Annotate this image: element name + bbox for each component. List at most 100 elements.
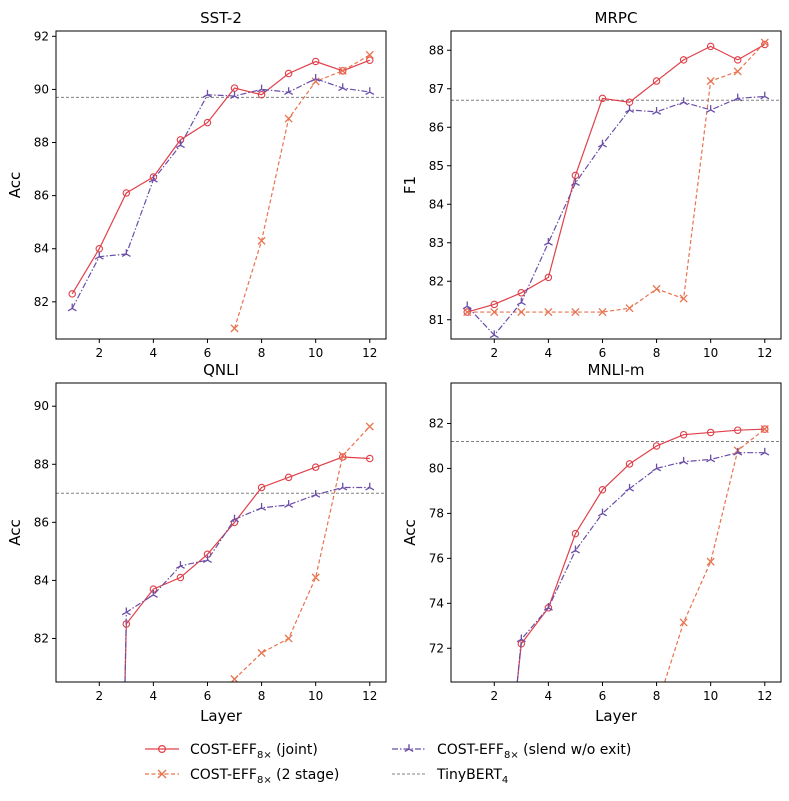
x-tick-label: 8 — [653, 689, 661, 703]
data-point — [706, 428, 715, 437]
y-tick-label: 80 — [429, 461, 444, 475]
legend-marker-joint — [158, 744, 167, 753]
chart-title: QNLI — [203, 361, 239, 379]
legend-label-slend: COST-EFF8× (slend w/o exit) — [437, 742, 631, 761]
legend-marker-slend — [404, 744, 414, 753]
data-point — [311, 573, 320, 582]
x-tick-label: 6 — [204, 346, 212, 360]
y-tick-label: 82 — [429, 274, 444, 288]
data-point — [365, 50, 374, 59]
y-axis-label: F1 — [401, 176, 419, 194]
data-point — [652, 77, 661, 85]
data-point — [706, 76, 715, 86]
legend-item-joint: COST-EFF8× (joint) — [145, 742, 318, 761]
y-tick-label: 83 — [429, 236, 444, 250]
data-point — [544, 273, 553, 282]
y-tick-label: 81 — [429, 313, 444, 327]
chart-panel-mnli-m: MNLI-m 2 4 6 8 10 12 72 74 76 78 80 82 Acc Layer — [401, 361, 782, 725]
data-point — [257, 84, 267, 93]
data-point — [202, 89, 212, 98]
data-point — [597, 139, 607, 148]
data-point — [338, 453, 347, 461]
chart-panel-mrpc: MRPC 2 4 6 8 10 12 81 82 83 84 85 86 87 88 F1 — [401, 9, 782, 360]
series-slend — [516, 447, 770, 682]
data-point — [490, 300, 499, 309]
x-tick-label: 6 — [599, 689, 607, 703]
y-tick-label: 84 — [429, 197, 444, 211]
series-slend — [462, 91, 770, 339]
data-point — [516, 297, 526, 306]
data-point — [598, 307, 607, 317]
data-point — [284, 500, 294, 508]
data-point — [284, 634, 293, 643]
x-tick-label: 4 — [545, 346, 553, 360]
data-point — [652, 463, 662, 472]
chart-panel-qnli: QNLI 2 4 6 8 10 12 82 84 86 88 90 Acc Layer — [6, 361, 387, 725]
data-point — [733, 56, 742, 64]
data-point — [175, 561, 185, 569]
series-line-slend — [466, 95, 765, 337]
data-point — [175, 140, 185, 149]
legend-item-two-stage: COST-EFF8× (2 stage) — [145, 767, 339, 786]
data-point — [338, 66, 347, 75]
plot-frame — [55, 382, 387, 683]
y-tick-label: 84 — [34, 242, 49, 256]
data-point — [679, 456, 689, 465]
series-line-two-stage — [233, 54, 371, 329]
data-point — [679, 430, 688, 439]
legend-item-slend: COST-EFF8× (slend w/o exit) — [392, 742, 631, 761]
data-point — [571, 307, 580, 317]
legend-label-joint: COST-EFF8× (joint) — [190, 742, 318, 761]
series-line-slend — [124, 486, 370, 682]
series-slend — [67, 73, 375, 312]
data-point — [571, 529, 580, 538]
data-point — [517, 289, 526, 297]
series-line-slend — [71, 78, 370, 309]
data-point — [652, 107, 662, 115]
plot-frame — [450, 382, 782, 683]
data-point — [516, 634, 526, 643]
series-joint — [516, 425, 769, 682]
data-point — [122, 189, 131, 197]
x-tick-label: 2 — [490, 689, 498, 703]
data-point — [311, 73, 321, 82]
data-point — [679, 56, 688, 64]
series-line-two-stage — [467, 42, 766, 313]
x-tick-label: 12 — [757, 346, 772, 360]
y-tick-label: 88 — [34, 457, 49, 471]
series-joint — [463, 40, 769, 316]
data-point — [706, 557, 715, 566]
data-point — [338, 451, 347, 460]
x-tick-label: 4 — [150, 689, 158, 703]
data-point — [570, 545, 580, 554]
series-line-joint — [124, 456, 370, 682]
data-point — [311, 57, 320, 66]
data-point — [311, 489, 321, 498]
data-point — [202, 555, 212, 564]
y-tick-label: 86 — [429, 120, 444, 134]
legend-item-tinybert: TinyBERT4 — [392, 767, 508, 786]
legend-label-two-stage: COST-EFF8× (2 stage) — [190, 767, 339, 786]
data-point — [625, 105, 635, 113]
x-tick-label: 10 — [703, 689, 718, 703]
series-line-joint — [467, 43, 766, 313]
y-tick-label: 88 — [34, 136, 49, 150]
data-point — [625, 460, 634, 468]
data-point — [148, 174, 158, 183]
x-tick-label: 10 — [308, 689, 323, 703]
data-point — [284, 87, 294, 96]
y-tick-label: 92 — [34, 29, 49, 43]
data-point — [176, 573, 185, 582]
y-tick-label: 87 — [429, 82, 444, 96]
data-point — [517, 307, 526, 317]
y-tick-label: 86 — [34, 189, 49, 203]
data-point — [652, 284, 661, 294]
x-tick-label: 12 — [362, 689, 377, 703]
data-point — [94, 251, 104, 260]
data-point — [284, 69, 293, 78]
series-line-two-stage — [234, 426, 371, 680]
x-tick-label: 2 — [95, 689, 103, 703]
chart-title: MRPC — [595, 9, 638, 27]
